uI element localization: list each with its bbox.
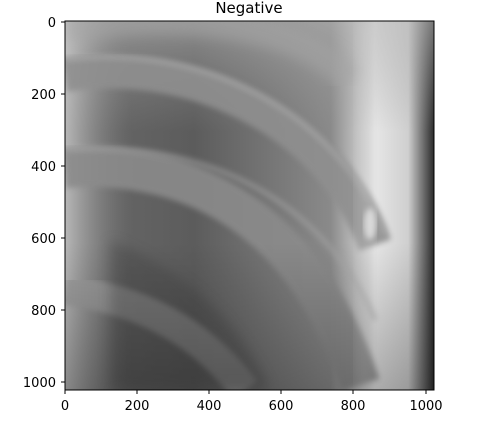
y-tick-label: 400 [31,160,56,175]
radiograph-image [65,21,434,390]
x-tick-label: 0 [61,399,69,414]
y-tick-label: 1000 [23,376,56,391]
x-tick-label: 600 [269,399,294,414]
y-tick-label: 600 [31,232,56,247]
image-frame [64,20,435,391]
y-axis: 0 200 400 600 800 1000 [23,16,65,391]
y-tick-label: 800 [31,304,56,319]
x-tick-label: 400 [197,399,222,414]
figure-title: Negative [215,0,282,17]
x-tick-label: 1000 [409,399,442,414]
y-tick-label: 0 [48,16,56,31]
x-axis: 0 200 400 600 800 1000 [61,390,443,414]
x-tick-label: 200 [125,399,150,414]
y-tick-label: 200 [31,88,56,103]
x-tick-label: 800 [341,399,366,414]
